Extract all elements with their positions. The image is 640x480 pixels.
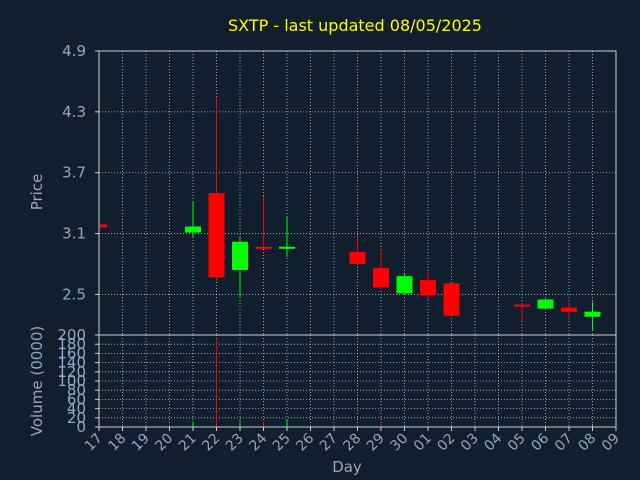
- x-tick-label: 06: [528, 430, 552, 454]
- price-tick-label: 4.9: [62, 42, 86, 60]
- x-tick-label: 23: [223, 431, 247, 455]
- price-tick-label: 3.7: [62, 164, 86, 182]
- volume-tick-label: 120: [57, 363, 86, 381]
- price-tick-label: 4.3: [62, 103, 86, 121]
- chart-title: SXTP - last updated 08/05/2025: [228, 16, 482, 35]
- x-tick-label: 09: [599, 431, 623, 455]
- x-tick-label: 30: [387, 431, 411, 455]
- candle-body: [255, 246, 272, 249]
- axis-labels: 17 18 19 20 21 22 23 24 25 26 27 28 29 30 01 02 03 04 05 06…: [57, 42, 622, 454]
- volume-tick-label: 60: [67, 390, 86, 408]
- chart-frame: [95, 50, 617, 431]
- candle-body: [443, 283, 460, 316]
- candle-body: [396, 276, 413, 294]
- candle-body: [420, 280, 436, 296]
- volume-tick-label: 100: [57, 372, 86, 390]
- candle-body: [100, 224, 107, 228]
- candle-body: [208, 193, 225, 278]
- price-tick-label: 2.5: [62, 285, 86, 303]
- candle-body: [584, 311, 601, 317]
- x-tick-label: 25: [270, 431, 294, 455]
- x-tick-label: 02: [434, 431, 458, 455]
- volume-panel-border: [98, 334, 617, 428]
- price-tick-label: 3.1: [62, 225, 86, 243]
- x-tick-label: 18: [105, 431, 129, 455]
- candle-body: [185, 226, 201, 233]
- candle-body: [537, 299, 554, 309]
- candle-body: [349, 251, 366, 264]
- x-tick-label: 24: [246, 430, 270, 454]
- candle-body: [514, 304, 530, 307]
- volume-tick-label: 140: [57, 354, 86, 372]
- volume-tick-label: 40: [67, 400, 86, 418]
- price-axis-label: Price: [28, 174, 46, 211]
- candle-body: [279, 246, 295, 249]
- volume-tick-label: 160: [57, 344, 86, 362]
- volume-bars: [192, 339, 593, 427]
- x-tick-label: 27: [317, 431, 341, 455]
- x-tick-label: 01: [411, 431, 435, 455]
- x-tick-label: 20: [152, 431, 176, 455]
- x-tick-label: 04: [481, 430, 505, 454]
- x-tick-label: 26: [293, 430, 317, 454]
- volume-tick-label: 180: [57, 335, 86, 353]
- x-tick-label: 03: [458, 431, 482, 455]
- grid-layer: [99, 51, 616, 427]
- candle-body: [373, 268, 389, 288]
- volume-tick-label: 80: [67, 381, 86, 399]
- x-tick-label: 21: [176, 431, 200, 455]
- volume-tick-label: 200: [57, 326, 86, 344]
- volume-tick-label: 20: [67, 409, 86, 427]
- volume-tick-label: 0: [76, 418, 86, 436]
- candle-body: [561, 307, 577, 312]
- x-tick-label: 05: [505, 431, 529, 455]
- x-tick-label: 08: [575, 431, 599, 455]
- x-tick-label: 28: [340, 431, 364, 455]
- x-tick-label: 22: [199, 431, 223, 455]
- x-axis-label: Day: [332, 458, 362, 476]
- volume-axis-label: Volume (0000): [28, 326, 46, 436]
- x-tick-label: 29: [364, 431, 388, 455]
- x-tick-label: 07: [552, 431, 576, 455]
- candles: [98, 97, 601, 331]
- candle-body: [232, 241, 248, 271]
- x-tick-label: 19: [129, 431, 153, 455]
